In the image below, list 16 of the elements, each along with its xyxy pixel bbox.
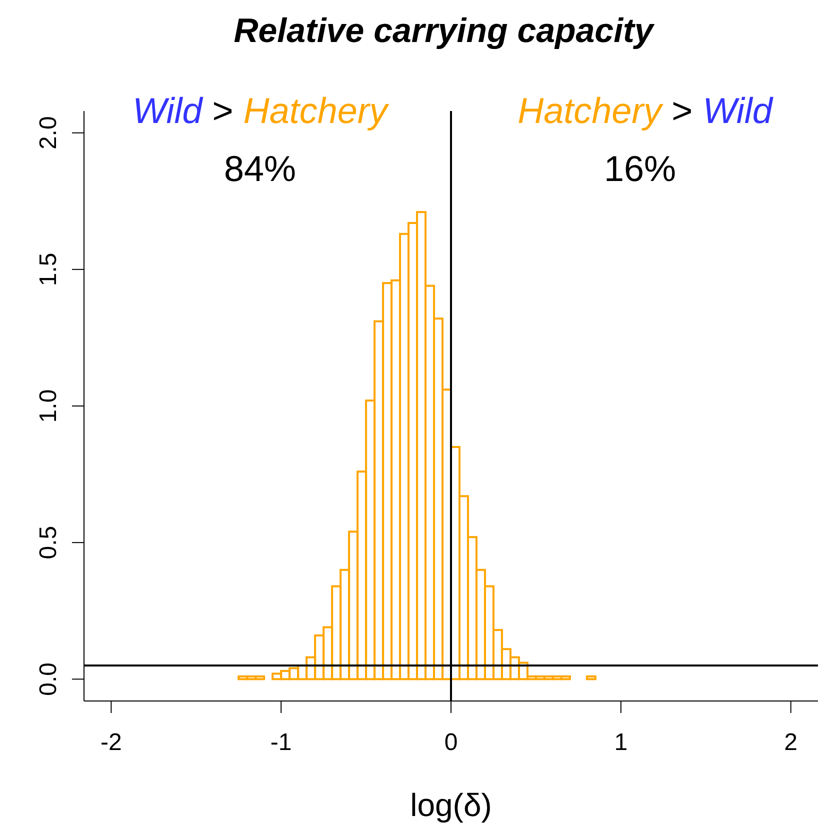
annotation: Hatchery > Wild <box>518 90 772 131</box>
y-tick-label: 1.0 <box>35 389 62 423</box>
y-tick-label: 0.5 <box>35 526 62 560</box>
annotation: 16% <box>604 148 676 189</box>
x-axis-title: log(δ) <box>410 787 492 823</box>
x-tick-label: -2 <box>100 729 122 756</box>
x-tick-label: 2 <box>784 729 798 756</box>
y-tick-label: 0.0 <box>35 662 62 696</box>
y-tick-label: 1.5 <box>35 252 62 286</box>
annotation: 84% <box>224 148 296 189</box>
y-tick-label: 2.0 <box>35 116 62 150</box>
x-tick-label: 1 <box>614 729 628 756</box>
x-tick-label: 0 <box>444 729 458 756</box>
annotation: Wild > Hatchery <box>132 90 388 131</box>
x-tick-label: -1 <box>270 729 292 756</box>
chart-title: Relative carrying capacity <box>232 12 656 51</box>
